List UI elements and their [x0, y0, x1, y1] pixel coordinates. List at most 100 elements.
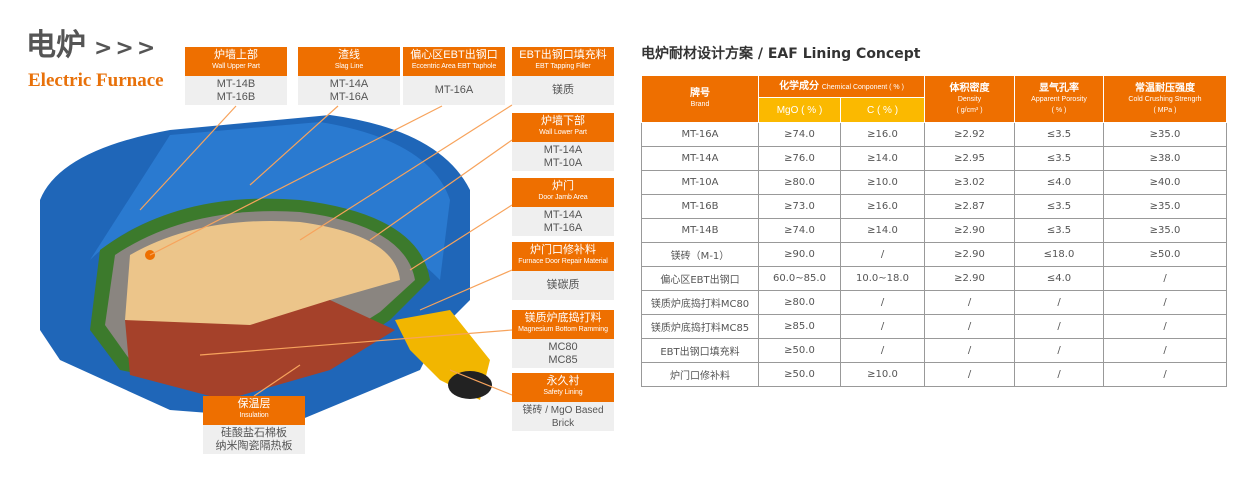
- part-header: 偏心区EBT出钢口 Eccentric Area EBT Taphole: [403, 47, 505, 76]
- table-cell: ≥35.0: [1103, 194, 1227, 219]
- part-header: 炉门口修补料 Furnace Door Repair Material: [512, 242, 614, 271]
- table-cell: ≥80.0: [758, 290, 841, 315]
- col-chem: 化学成分 Chemical Conponent ( % ): [758, 75, 925, 98]
- table-cell: ≥16.0: [840, 122, 925, 147]
- table-cell: ≥2.92: [924, 122, 1015, 147]
- table-cell: 60.0~85.0: [758, 266, 841, 291]
- table-cell: ≤4.0: [1014, 170, 1104, 195]
- table-cell: /: [1103, 290, 1227, 315]
- table-cell: ≥35.0: [1103, 122, 1227, 147]
- table-cell: /: [924, 338, 1015, 363]
- col-brand: 牌号 Brand: [641, 75, 759, 123]
- table-cell: ≥50.0: [1103, 242, 1227, 267]
- part-header: 炉墙下部 Wall Lower Part: [512, 113, 614, 142]
- table-cell: 10.0~18.0: [840, 266, 925, 291]
- col-porosity: 显气孔率 Apparent Porosity( % ): [1014, 75, 1104, 123]
- table-cell: ≥73.0: [758, 194, 841, 219]
- table-cell: ≥3.02: [924, 170, 1015, 195]
- table-cell: ≥10.0: [840, 362, 925, 387]
- table-row: 镁质炉底捣打料MC80 ≥80.0// / /: [641, 290, 1227, 315]
- table-cell: ≥80.0: [758, 170, 841, 195]
- table-cell: /: [840, 290, 925, 315]
- part-header: 镁质炉底捣打料 Magnesium Bottom Ramming: [512, 310, 614, 339]
- material-value: MT-14A: [543, 208, 583, 221]
- table-row: 镁质炉底捣打料MC85 ≥85.0// / /: [641, 314, 1227, 339]
- table-cell: /: [924, 290, 1015, 315]
- furnace-illustration: [40, 104, 513, 420]
- col-strength: 常温耐压强度 Cold Crushing Strengrh( MPa ): [1103, 75, 1227, 123]
- table-cell: ≥50.0: [758, 338, 841, 363]
- table-cell: /: [924, 314, 1015, 339]
- table-row: MT-16A ≥74.0 ≥16.0 ≥2.92 ≤3.5 ≥35.0: [641, 122, 1227, 147]
- part-header: 渣线 Slag Line: [298, 47, 400, 76]
- part-header: 炉门 Door Jamb Area: [512, 178, 614, 207]
- table-row: 镁砖（M-1） ≥90.0/≥2.90 ≤18.0 ≥50.0: [641, 242, 1227, 267]
- table-cell: /: [840, 242, 925, 267]
- part-header: 保温层 Insulation: [203, 396, 305, 425]
- page-title: 电炉 >>>: [26, 28, 159, 63]
- table-row: MT-16B ≥73.0 ≥16.0 ≥2.87 ≤3.5 ≥35.0: [641, 194, 1227, 219]
- part-label: 渣线 Slag Line MT-14A MT-16A: [298, 47, 400, 105]
- table-cell: ≤3.5: [1014, 218, 1104, 243]
- material-value: 纳米陶瓷隔热板: [215, 439, 293, 452]
- table-cell: ≤18.0: [1014, 242, 1104, 267]
- material-value: MT-14A: [543, 143, 583, 156]
- table-cell: /: [1103, 362, 1227, 387]
- part-label: 炉墙下部 Wall Lower Part MT-14A MT-10A: [512, 113, 614, 171]
- col-density: 体积密度 Density( g/cm³ ): [924, 75, 1015, 123]
- table-cell: ≥10.0: [840, 170, 925, 195]
- table-row: MT-14B ≥74.0 ≥14.0 ≥2.90 ≤3.5 ≥35.0: [641, 218, 1227, 243]
- table-cell: ≥76.0: [758, 146, 841, 171]
- part-label: 炉门口修补料 Furnace Door Repair Material 镁碳质: [512, 242, 614, 300]
- material-value: MT-16A: [543, 221, 583, 234]
- table-cell: ≥90.0: [758, 242, 841, 267]
- table-cell: ≥50.0: [758, 362, 841, 387]
- table-cell: /: [1103, 338, 1227, 363]
- table-cell: ≤3.5: [1014, 194, 1104, 219]
- table-cell: MT-16B: [641, 194, 759, 219]
- table-cell: MT-14A: [641, 146, 759, 171]
- table-row: EBT出钢口填充料 ≥50.0// / /: [641, 338, 1227, 363]
- material-value: 硅酸盐石棉板: [221, 426, 287, 439]
- material-value: MT-16A: [434, 84, 474, 96]
- table-cell: /: [840, 338, 925, 363]
- table-cell: /: [1014, 362, 1104, 387]
- table-cell: /: [1103, 266, 1227, 291]
- table-cell: 镁砖（M-1）: [641, 242, 759, 267]
- table-cell: MT-10A: [641, 170, 759, 195]
- table-cell: ≤3.5: [1014, 146, 1104, 171]
- part-header: 永久衬 Safety Lining: [512, 373, 614, 402]
- table-cell: ≥74.0: [758, 218, 841, 243]
- part-label: 永久衬 Safety Lining 镁砖 / MgO Based Brick: [512, 373, 614, 431]
- part-label: 炉墙上部 Wall Upper Part MT-14B MT-16B: [185, 47, 287, 105]
- table-cell: 镁质炉底捣打料MC80: [641, 290, 759, 315]
- table-cell: ≥74.0: [758, 122, 841, 147]
- part-label: 镁质炉底捣打料 Magnesium Bottom Ramming MC80 MC85: [512, 310, 614, 368]
- table-cell: MT-16A: [641, 122, 759, 147]
- material-value: 镁碳质: [546, 279, 580, 291]
- part-header: EBT出钢口填充料 EBT Tapping Filler: [512, 47, 614, 76]
- table-row: MT-14A ≥76.0 ≥14.0 ≥2.95 ≤3.5 ≥38.0: [641, 146, 1227, 171]
- table-cell: ≥85.0: [758, 314, 841, 339]
- material-value: MC85: [548, 353, 578, 366]
- table-cell: ≥2.90: [924, 218, 1015, 243]
- table-cell: ≥14.0: [840, 218, 925, 243]
- table-row: 偏心区EBT出钢口 60.0~85.0 10.0~18.0 ≥2.90 ≤4.0/: [641, 266, 1227, 291]
- table-cell: ≤4.0: [1014, 266, 1104, 291]
- material-value: MC80: [548, 340, 578, 353]
- table-cell: MT-14B: [641, 218, 759, 243]
- table-cell: 偏心区EBT出钢口: [641, 266, 759, 291]
- part-label: 炉门 Door Jamb Area MT-14A MT-16A: [512, 178, 614, 236]
- material-value: MT-16B: [216, 90, 256, 103]
- table-cell: /: [924, 362, 1015, 387]
- table-cell: ≥40.0: [1103, 170, 1227, 195]
- table-cell: /: [1014, 290, 1104, 315]
- table-title: 电炉耐材设计方案 / EAF Lining Concept: [641, 46, 921, 62]
- col-c: C ( % ): [840, 97, 925, 123]
- part-header: 炉墙上部 Wall Upper Part: [185, 47, 287, 76]
- table-cell: /: [1103, 314, 1227, 339]
- table-cell: /: [1014, 314, 1104, 339]
- table-cell: ≤3.5: [1014, 122, 1104, 147]
- table-cell: ≥2.90: [924, 242, 1015, 267]
- table-cell: /: [840, 314, 925, 339]
